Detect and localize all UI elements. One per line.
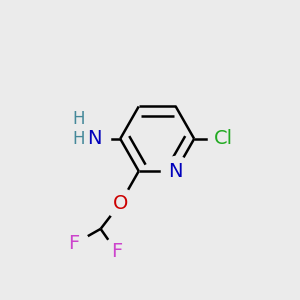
Text: N: N (88, 129, 102, 148)
Text: F: F (68, 234, 80, 254)
Text: Cl: Cl (214, 129, 232, 148)
Text: O: O (112, 194, 128, 213)
Text: N: N (168, 162, 183, 181)
Text: F: F (111, 242, 122, 262)
Text: H: H (72, 130, 85, 148)
Text: H: H (72, 110, 85, 128)
